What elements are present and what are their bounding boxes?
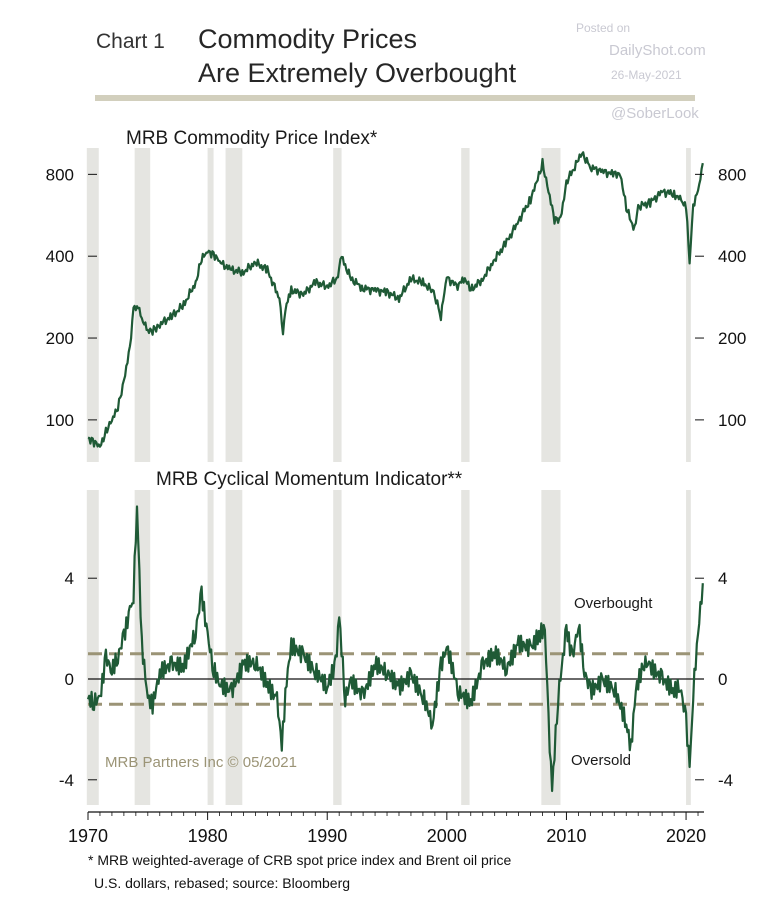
y-tick-label-right-top: 200 bbox=[718, 329, 746, 348]
footnote-line-1: * MRB weighted-average of CRB spot price… bbox=[88, 852, 512, 868]
watermark-handle: @SoberLook bbox=[611, 105, 699, 122]
recession-band-bottom bbox=[686, 490, 691, 805]
y-tick-label-right-top: 100 bbox=[718, 411, 746, 430]
footnote-line-2: U.S. dollars, rebased; source: Bloomberg bbox=[94, 875, 351, 891]
y-tick-label-left-top: 100 bbox=[46, 411, 74, 430]
bottom-panel-title: MRB Cyclical Momentum Indicator** bbox=[156, 469, 463, 490]
y-tick-label-right-bottom: 4 bbox=[718, 569, 727, 588]
recession-band-top bbox=[333, 148, 342, 462]
recession-band-top bbox=[541, 148, 561, 462]
x-tick-label: 1970 bbox=[68, 826, 108, 846]
recession-band-top bbox=[686, 148, 691, 462]
y-tick-label-right-bottom: -4 bbox=[718, 771, 733, 790]
y-tick-label-left-bottom: 0 bbox=[65, 670, 74, 689]
recession-band-bottom bbox=[207, 490, 214, 805]
x-tick-label: 2020 bbox=[666, 826, 706, 846]
y-tick-label-left-top: 200 bbox=[46, 329, 74, 348]
x-tick-label: 2000 bbox=[427, 826, 467, 846]
watermark-site: DailyShot.com bbox=[609, 42, 706, 59]
recession-band-top bbox=[225, 148, 243, 462]
recession-band-top bbox=[86, 148, 99, 462]
title-rule bbox=[95, 95, 695, 101]
oversold-label: Oversold bbox=[571, 752, 632, 769]
recession-band-bottom bbox=[461, 490, 470, 805]
y-tick-label-right-top: 400 bbox=[718, 247, 746, 266]
momentum-indicator-line bbox=[86, 505, 704, 793]
recession-band-top bbox=[134, 148, 151, 462]
chart-title-line-1: Commodity Prices bbox=[198, 24, 418, 54]
recession-band-bottom bbox=[225, 490, 243, 805]
y-tick-label-left-bottom: -4 bbox=[59, 771, 74, 790]
x-tick-label: 2010 bbox=[546, 826, 586, 846]
recession-band-top bbox=[461, 148, 470, 462]
watermark-posted-on: Posted on bbox=[576, 21, 631, 35]
chart-title-line-2: Are Extremely Overbought bbox=[198, 58, 517, 88]
y-tick-label-left-top: 400 bbox=[46, 247, 74, 266]
y-tick-label-left-bottom: 4 bbox=[65, 569, 74, 588]
x-tick-label: 1980 bbox=[188, 826, 228, 846]
overbought-label: Overbought bbox=[574, 595, 653, 612]
chart-number-label: Chart 1 bbox=[96, 30, 165, 53]
y-tick-label-right-top: 800 bbox=[718, 165, 746, 184]
y-tick-label-left-top: 800 bbox=[46, 165, 74, 184]
commodity-index-line bbox=[87, 151, 704, 448]
y-tick-label-right-bottom: 0 bbox=[718, 670, 727, 689]
credit-text: MRB Partners Inc © 05/2021 bbox=[105, 754, 297, 771]
watermark-date: 26-May-2021 bbox=[611, 68, 682, 82]
recession-band-top bbox=[207, 148, 214, 462]
x-tick-label: 1990 bbox=[307, 826, 347, 846]
top-panel-title: MRB Commodity Price Index* bbox=[126, 128, 378, 149]
recession-band-bottom bbox=[86, 490, 99, 805]
